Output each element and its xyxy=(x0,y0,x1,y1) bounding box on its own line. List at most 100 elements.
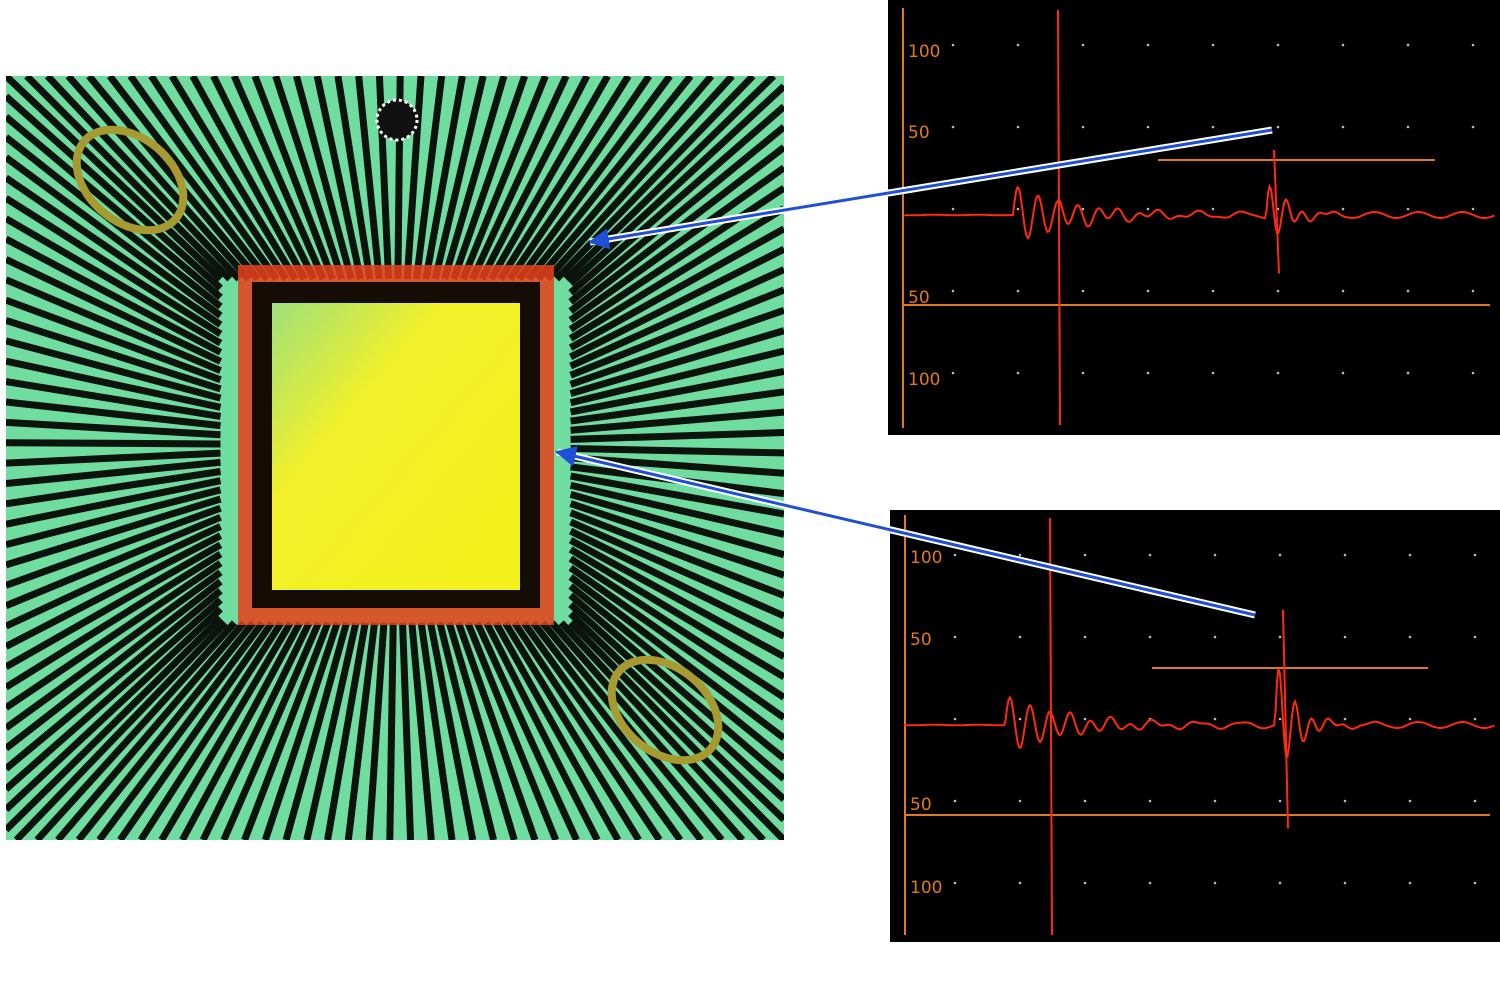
grid-dot xyxy=(1471,125,1475,129)
die xyxy=(272,303,520,590)
grid-dot xyxy=(1341,371,1345,375)
grid-dot xyxy=(1213,717,1217,721)
grid-dot xyxy=(1018,881,1022,885)
lead xyxy=(488,76,611,281)
lead xyxy=(44,76,242,282)
grid-dot xyxy=(1341,207,1345,211)
grid-dot xyxy=(1341,125,1345,129)
grid-dot xyxy=(1408,635,1412,639)
lead xyxy=(568,185,784,333)
lead xyxy=(413,76,446,280)
lead xyxy=(6,76,223,282)
lead xyxy=(231,76,327,281)
lead xyxy=(6,606,223,812)
grid-dot xyxy=(1343,799,1347,803)
lead xyxy=(6,551,223,691)
grid-dot xyxy=(1018,717,1022,721)
lead xyxy=(549,620,746,840)
grid-dot xyxy=(1016,125,1020,129)
lead xyxy=(408,622,435,840)
grid-dot xyxy=(951,207,955,211)
lead xyxy=(6,317,222,393)
lead xyxy=(6,560,223,711)
lead xyxy=(569,527,784,640)
grid-dot xyxy=(1341,43,1345,47)
grid-dot xyxy=(1016,207,1020,211)
lead xyxy=(324,622,369,840)
grid-dot xyxy=(953,553,957,557)
lead xyxy=(86,76,261,282)
lead xyxy=(569,266,784,370)
grid-dot xyxy=(1211,207,1215,211)
lead xyxy=(511,620,663,840)
lead xyxy=(6,514,222,609)
lead xyxy=(13,620,228,840)
lead xyxy=(568,546,784,681)
chip-scan xyxy=(6,76,784,840)
grid-dot xyxy=(1473,553,1477,557)
lead xyxy=(96,620,266,840)
lead xyxy=(544,76,735,282)
lead xyxy=(568,555,784,701)
lead xyxy=(502,620,642,840)
lead xyxy=(6,468,222,508)
lead xyxy=(6,597,223,792)
axis-label: 100 xyxy=(908,370,940,390)
grid-dot xyxy=(1146,289,1150,293)
grid-dot xyxy=(1408,717,1412,721)
lead xyxy=(469,76,570,281)
lead xyxy=(568,103,784,296)
lead xyxy=(106,76,270,282)
grid-dot xyxy=(1276,289,1280,293)
grid-dot xyxy=(1018,553,1022,557)
waveform xyxy=(904,517,1495,936)
lead xyxy=(569,472,784,518)
grid-dot xyxy=(1471,289,1475,293)
grid-dot xyxy=(1146,207,1150,211)
lead xyxy=(569,286,784,379)
grid-dot xyxy=(953,635,957,639)
grid-dot xyxy=(1406,289,1410,293)
grid-dot xyxy=(1343,553,1347,557)
grid-dot xyxy=(1016,289,1020,293)
grid-dot xyxy=(1408,553,1412,557)
lead xyxy=(6,615,223,833)
grid-dot xyxy=(1343,881,1347,885)
grid-dot xyxy=(1146,125,1150,129)
lead xyxy=(6,378,222,420)
lead xyxy=(6,418,221,439)
grid-dot xyxy=(1278,717,1282,721)
lead xyxy=(158,620,294,840)
grid-dot xyxy=(1148,635,1152,639)
lead xyxy=(422,76,466,280)
grid-dot xyxy=(1083,717,1087,721)
lead xyxy=(344,622,379,840)
grid-dot xyxy=(1211,371,1215,375)
lead xyxy=(569,500,784,579)
lead xyxy=(417,622,456,840)
lead xyxy=(6,569,223,731)
lead xyxy=(179,621,303,840)
grid-dot xyxy=(1278,553,1282,557)
lead xyxy=(117,620,275,840)
lead xyxy=(568,611,784,823)
lead xyxy=(272,76,346,281)
lead xyxy=(569,509,784,599)
grid-dot xyxy=(1213,881,1217,885)
lead xyxy=(464,621,560,840)
lead xyxy=(436,621,497,840)
lead xyxy=(568,124,784,305)
grid-dot xyxy=(1081,43,1085,47)
lead xyxy=(355,76,383,280)
grid-dot xyxy=(1148,553,1152,557)
grid-dot xyxy=(1083,553,1087,557)
lead xyxy=(6,541,223,670)
grid-dot xyxy=(951,289,955,293)
lead xyxy=(282,621,350,840)
grid-dot xyxy=(1408,881,1412,885)
a-scan: 100 50 50 100 xyxy=(888,0,1500,435)
lead xyxy=(403,76,425,280)
lead xyxy=(6,357,222,411)
lead xyxy=(24,76,233,282)
scope-background xyxy=(890,510,1500,942)
